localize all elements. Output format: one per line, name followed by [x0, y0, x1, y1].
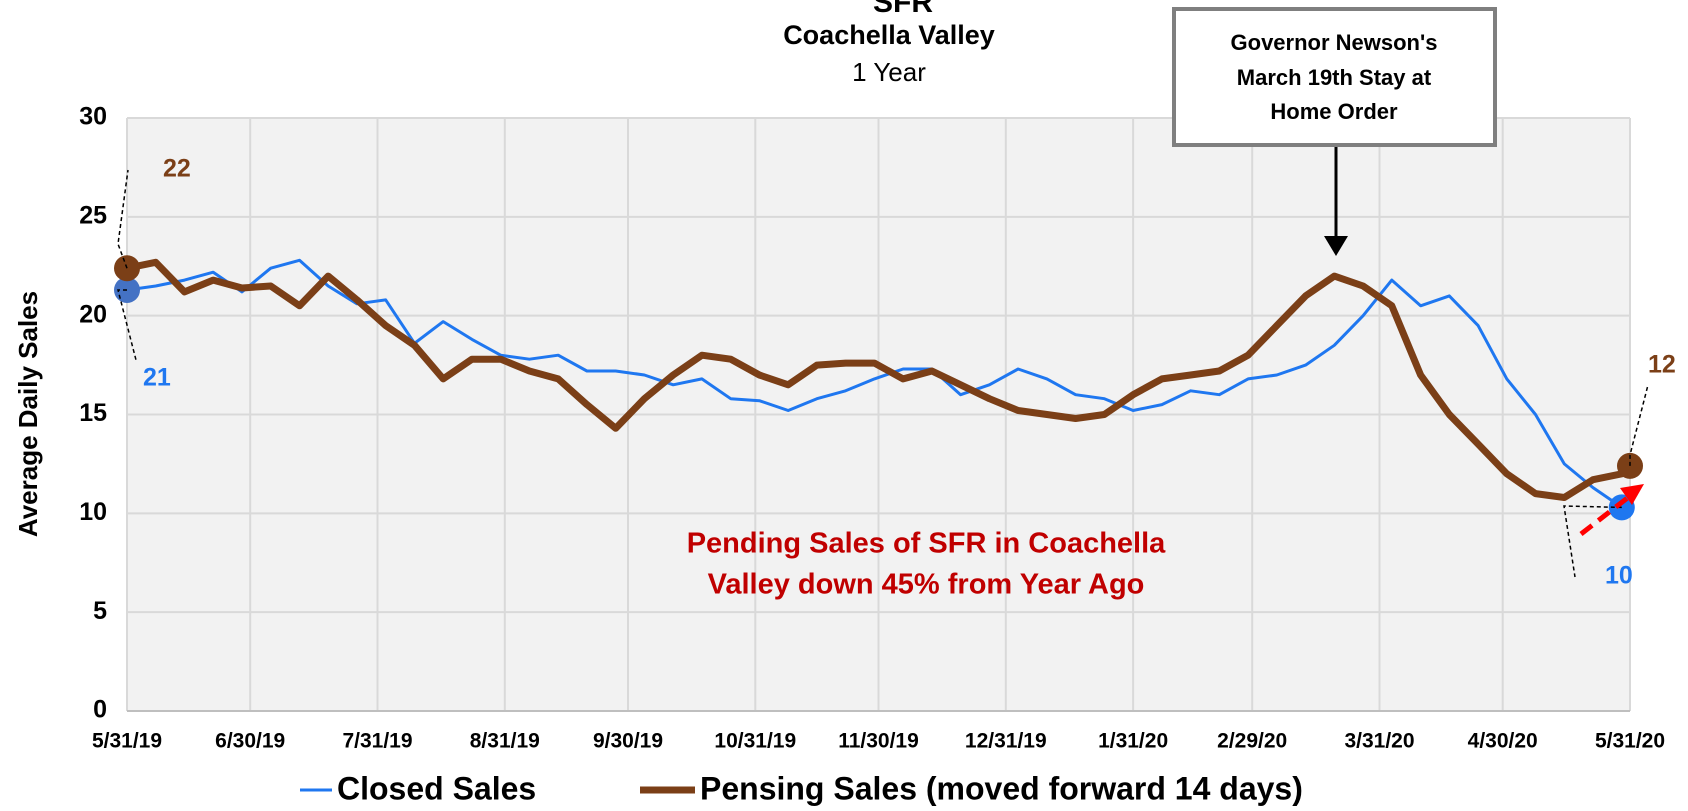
legend-item: Pensing Sales (moved forward 14 days)	[640, 770, 1303, 806]
x-tick-label: 3/31/20	[1344, 730, 1414, 753]
y-tick-label: 20	[79, 300, 107, 328]
trend-arrowhead	[1620, 484, 1644, 505]
data-label: 21	[143, 364, 171, 392]
data-label: 12	[1648, 351, 1676, 379]
note-text: Pending Sales of SFR in Coachella	[687, 528, 1166, 560]
x-tick-label: 5/31/19	[92, 730, 162, 753]
label-leader	[1563, 505, 1622, 578]
annotation-text: March 19th Stay at	[1237, 65, 1432, 90]
data-label: 10	[1605, 562, 1633, 590]
x-tick-label: 12/31/19	[965, 730, 1047, 753]
lines: 21 10 22 12	[114, 155, 1676, 590]
y-tick-label: 30	[79, 103, 107, 131]
x-tick-label: 4/30/20	[1468, 730, 1538, 753]
label-leader	[117, 169, 129, 269]
x-tick-label: 8/31/19	[470, 730, 540, 753]
legend-label: Pensing Sales (moved forward 14 days)	[700, 770, 1303, 806]
x-tick-label: 6/30/19	[215, 730, 285, 753]
x-tick-label: 9/30/19	[593, 730, 663, 753]
y-tick-label: 0	[93, 696, 107, 724]
x-tick-label: 10/31/19	[714, 730, 796, 753]
annotation-text: Home Order	[1270, 99, 1398, 124]
legend: Closed Sales Pensing Sales (moved forward…	[300, 770, 1303, 806]
annotation-text: Governor Newson's	[1231, 30, 1438, 55]
y-axis-label: Average Daily Sales	[13, 291, 43, 537]
legend-item: Closed Sales	[300, 770, 536, 806]
grid: 0 5 10 15 20 25 30 5/31/19 6/30/19 7/31/19 8/31/19…	[79, 103, 1665, 753]
legend-label: Closed Sales	[337, 770, 536, 806]
series-line	[126, 258, 1623, 509]
x-tick-label: 5/31/20	[1595, 730, 1665, 753]
label-leader	[1629, 384, 1649, 466]
x-tick-label: 7/31/19	[342, 730, 412, 753]
chart-subtitle: 1 Year	[852, 57, 926, 87]
data-label: 22	[163, 155, 191, 183]
x-tick-label: 11/30/19	[838, 730, 919, 753]
annotation-box	[1172, 7, 1497, 147]
label-leader	[117, 289, 137, 361]
y-tick-label: 25	[79, 201, 107, 229]
y-tick-label: 5	[93, 597, 107, 625]
chart-subtitle: Coachella Valley	[783, 20, 995, 50]
y-tick-label: 10	[79, 498, 107, 526]
x-tick-label: 2/29/20	[1217, 730, 1287, 753]
chart-title: SFR	[873, 0, 933, 19]
x-tick-label: 1/31/20	[1098, 730, 1168, 753]
note-text: Valley down 45% from Year Ago	[708, 569, 1145, 601]
y-tick-label: 15	[79, 399, 107, 427]
annotation-arrowhead	[1324, 236, 1348, 256]
series-line	[126, 258, 1633, 501]
trend-arrow	[1579, 494, 1632, 536]
